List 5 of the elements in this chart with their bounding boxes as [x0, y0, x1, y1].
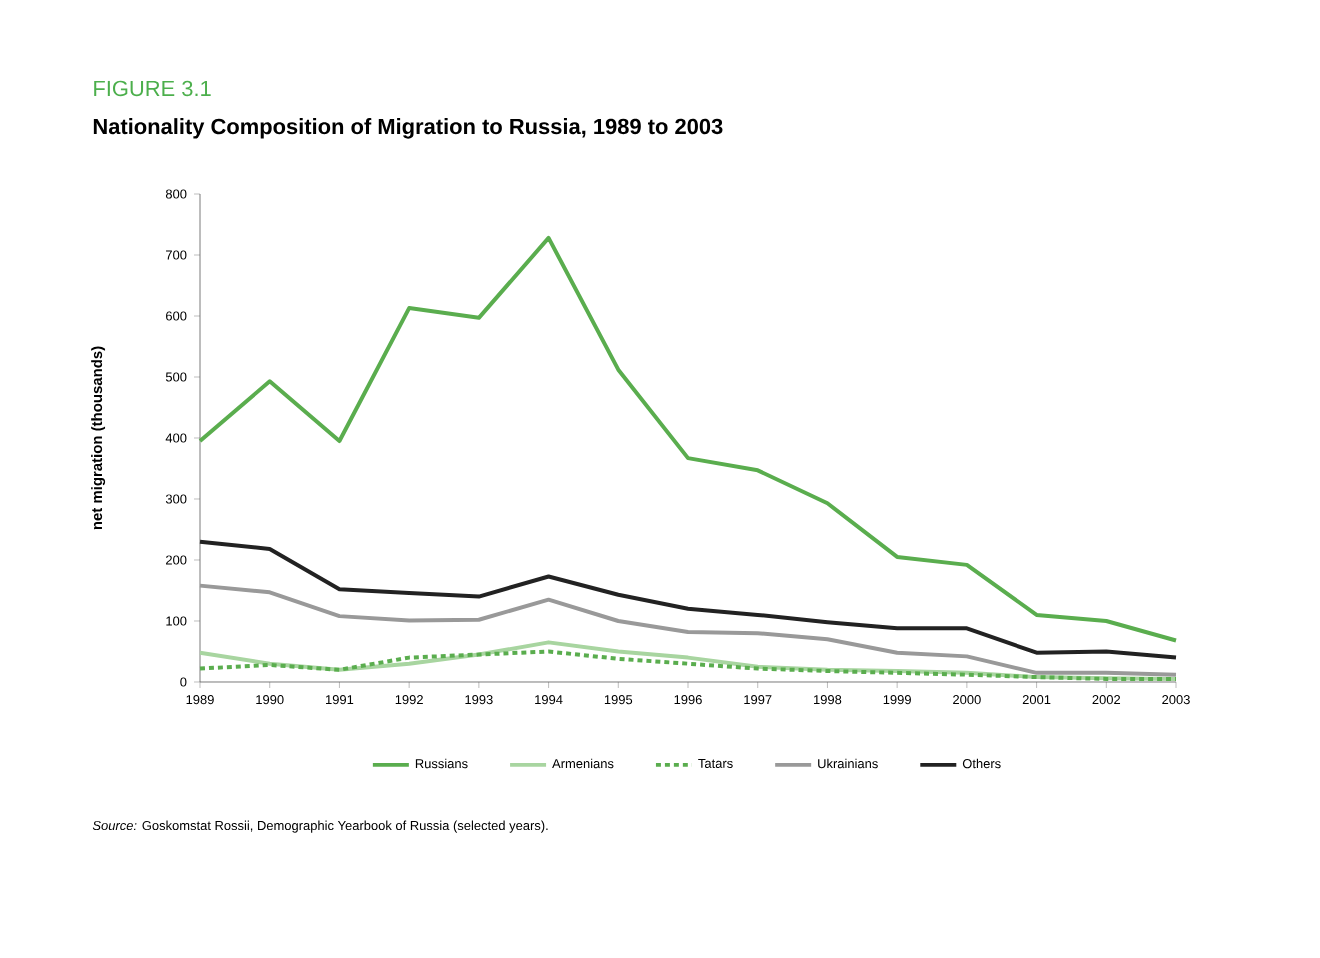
line-series — [198, 583, 1179, 677]
chart-subtitle: FIGURE 3.1 — [94, 80, 211, 97]
line-series — [198, 235, 1179, 643]
line-series — [198, 539, 1179, 660]
chart-title: Nationality Composition of Migration to Russia, 1989 to 2003 — [93, 118, 723, 139]
